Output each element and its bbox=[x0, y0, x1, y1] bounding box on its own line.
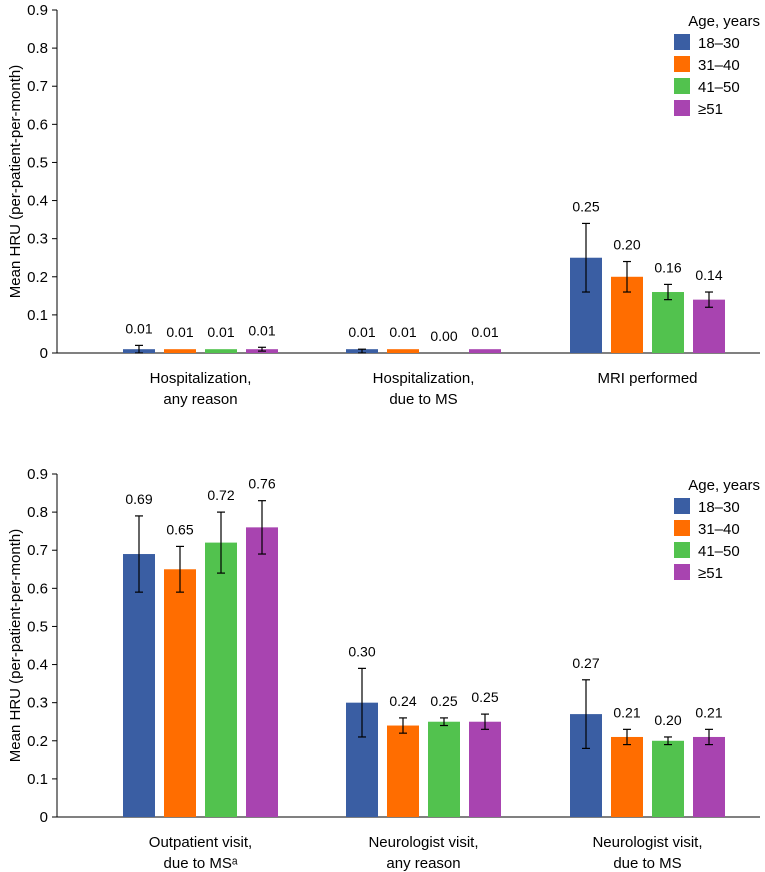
data-label: 0.30 bbox=[348, 643, 375, 659]
bar bbox=[164, 569, 196, 817]
data-label: 0.01 bbox=[207, 324, 234, 340]
category-label: due to MSᵃ bbox=[164, 855, 238, 872]
data-label: 0.01 bbox=[348, 324, 375, 340]
legend-swatch bbox=[674, 56, 690, 72]
y-tick-label: 0.7 bbox=[27, 78, 48, 95]
y-tick-label: 0.9 bbox=[27, 466, 48, 483]
y-tick-label: 0.4 bbox=[27, 193, 48, 210]
data-label: 0.25 bbox=[430, 693, 457, 709]
data-label: 0.01 bbox=[248, 322, 275, 338]
legend-label: 41–50 bbox=[698, 79, 740, 96]
bar bbox=[164, 349, 196, 353]
data-label: 0.76 bbox=[248, 476, 275, 492]
data-label: 0.25 bbox=[471, 689, 498, 705]
data-label: 0.16 bbox=[654, 259, 681, 275]
legend-swatch bbox=[674, 498, 690, 514]
y-tick-label: 0.3 bbox=[27, 231, 48, 248]
bar bbox=[469, 721, 501, 817]
data-label: 0.69 bbox=[125, 491, 152, 507]
data-label: 0.21 bbox=[695, 704, 722, 720]
y-tick-label: 0.5 bbox=[27, 618, 48, 635]
data-label: 0.24 bbox=[389, 693, 416, 709]
y-tick-label: 0.1 bbox=[27, 307, 48, 324]
bar bbox=[652, 740, 684, 817]
data-label: 0.14 bbox=[695, 267, 722, 283]
data-label: 0.25 bbox=[572, 198, 599, 214]
bar bbox=[387, 725, 419, 817]
legend-label: 41–50 bbox=[698, 543, 740, 560]
legend: Age, years 18–30 31–40 41–50 ≥51 bbox=[674, 477, 760, 582]
legend-label: 18–30 bbox=[698, 35, 740, 52]
category-label: Hospitalization, bbox=[373, 370, 475, 387]
y-tick-label: 0.1 bbox=[27, 771, 48, 788]
y-tick-label: 0.6 bbox=[27, 116, 48, 133]
data-label: 0.01 bbox=[125, 320, 152, 336]
bar bbox=[123, 554, 155, 817]
category-label: any reason bbox=[163, 391, 237, 408]
y-tick-label: 0.9 bbox=[27, 2, 48, 19]
data-label: 0.21 bbox=[613, 704, 640, 720]
bar bbox=[469, 349, 501, 353]
legend-title: Age, years bbox=[688, 477, 760, 494]
chart-panel-2: 0 0.1 0.2 0.3 0.4 0.5 0.6 0.7 0.8 0.9 Mean HRU (pe… bbox=[7, 466, 760, 872]
category-label: Neurologist visit, bbox=[592, 834, 702, 851]
data-label: 0.01 bbox=[166, 324, 193, 340]
y-tick-label: 0.3 bbox=[27, 695, 48, 712]
legend-swatch bbox=[674, 100, 690, 116]
data-label: 0.20 bbox=[654, 712, 681, 728]
legend-label: ≥51 bbox=[698, 101, 723, 118]
category-label: Hospitalization, bbox=[150, 370, 252, 387]
y-tick-label: 0.7 bbox=[27, 542, 48, 559]
category-label: Neurologist visit, bbox=[368, 834, 478, 851]
y-tick-label: 0 bbox=[40, 809, 48, 826]
bar bbox=[246, 527, 278, 817]
legend: Age, years 18–30 31–40 41–50 ≥51 bbox=[674, 13, 760, 118]
y-tick-label: 0.4 bbox=[27, 657, 48, 674]
legend-swatch bbox=[674, 34, 690, 50]
bar bbox=[611, 736, 643, 817]
category-label: due to MS bbox=[613, 855, 681, 872]
y-tick-label: 0.8 bbox=[27, 40, 48, 57]
data-label: 0.65 bbox=[166, 521, 193, 537]
y-axis-label: Mean HRU (per-patient-per-month) bbox=[7, 65, 24, 298]
legend-swatch bbox=[674, 564, 690, 580]
bar bbox=[205, 349, 237, 353]
data-label: 0.01 bbox=[471, 324, 498, 340]
bar bbox=[205, 542, 237, 817]
legend-label: ≥51 bbox=[698, 565, 723, 582]
legend-swatch bbox=[674, 78, 690, 94]
data-label: 0.72 bbox=[207, 487, 234, 503]
bar bbox=[652, 292, 684, 353]
bar bbox=[693, 736, 725, 817]
legend-swatch bbox=[674, 542, 690, 558]
category-label: Outpatient visit, bbox=[149, 834, 252, 851]
legend-label: 31–40 bbox=[698, 521, 740, 538]
bar bbox=[387, 349, 419, 353]
category-label: MRI performed bbox=[597, 370, 697, 387]
y-tick-label: 0.5 bbox=[27, 154, 48, 171]
legend-title: Age, years bbox=[688, 13, 760, 30]
category-label: any reason bbox=[386, 855, 460, 872]
data-label: 0.27 bbox=[572, 655, 599, 671]
data-label: 0.00 bbox=[430, 328, 457, 344]
bar bbox=[428, 721, 460, 817]
data-label: 0.20 bbox=[613, 237, 640, 253]
y-tick-label: 0 bbox=[40, 345, 48, 362]
legend-label: 18–30 bbox=[698, 499, 740, 516]
chart-panel-1: 0 0.1 0.2 0.3 0.4 0.5 0.6 0.7 0.8 0.9 Mean HRU (pe… bbox=[7, 2, 760, 408]
y-tick-label: 0.6 bbox=[27, 580, 48, 597]
y-tick-label: 0.8 bbox=[27, 504, 48, 521]
bar bbox=[693, 299, 725, 353]
category-label: due to MS bbox=[389, 391, 457, 408]
y-tick-label: 0.2 bbox=[27, 269, 48, 286]
legend-label: 31–40 bbox=[698, 57, 740, 74]
data-label: 0.01 bbox=[389, 324, 416, 340]
y-tick-label: 0.2 bbox=[27, 733, 48, 750]
legend-swatch bbox=[674, 520, 690, 536]
y-axis-label: Mean HRU (per-patient-per-month) bbox=[7, 529, 24, 762]
